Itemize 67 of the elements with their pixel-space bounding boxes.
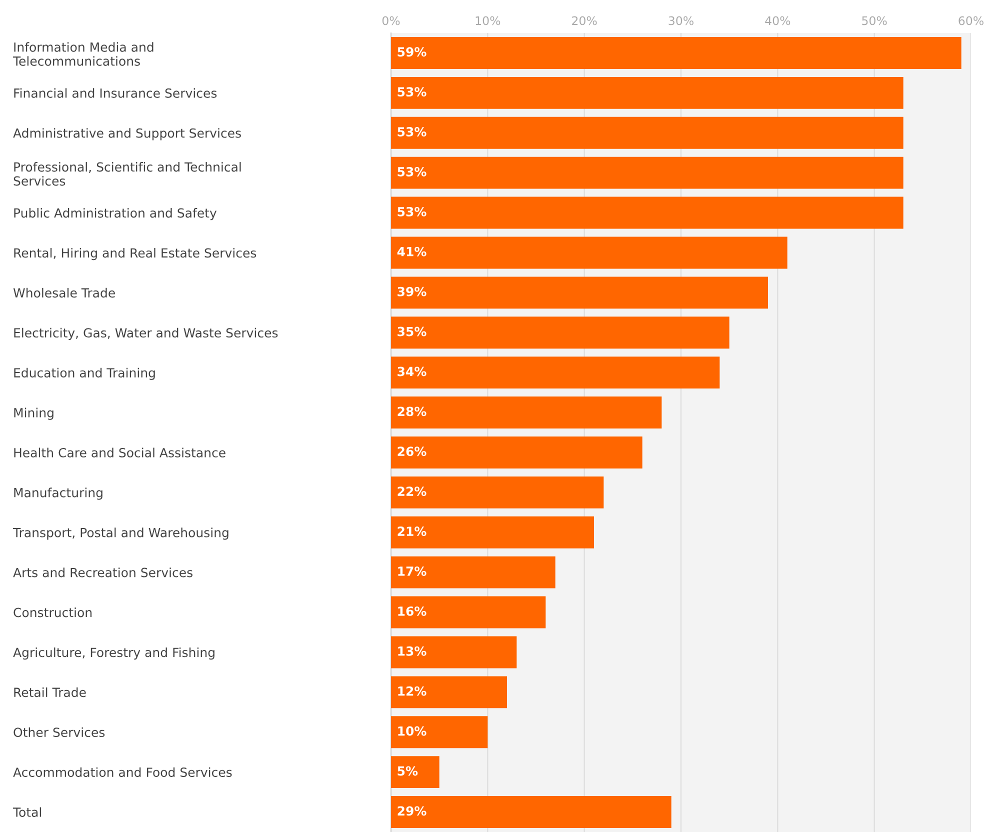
x-tick-label: 40% xyxy=(765,16,790,26)
y-tick-label: Administrative and Support Services xyxy=(13,128,241,140)
x-tick-label: 60% xyxy=(958,16,984,26)
data-label: 21% xyxy=(398,526,426,536)
data-label: 17% xyxy=(398,566,426,576)
data-label: 39% xyxy=(398,286,426,296)
y-tick-label: Other Services xyxy=(14,727,105,738)
bar xyxy=(391,756,440,788)
data-label: 53% xyxy=(398,166,426,176)
y-tick-label: Total xyxy=(12,807,42,817)
bar xyxy=(391,436,642,468)
bar xyxy=(391,196,904,229)
y-tick-label: Electricity, Gas, Water and Waste Services xyxy=(14,328,278,340)
x-tick-label: 0% xyxy=(382,16,400,26)
y-tick-label: Education and Training xyxy=(14,368,155,380)
bar xyxy=(391,316,730,349)
data-label: 22% xyxy=(398,486,426,496)
y-tick-label: Agriculture, Forestry and Fishing xyxy=(13,647,214,660)
data-label: 12% xyxy=(398,686,426,696)
data-label: 34% xyxy=(398,366,426,376)
data-label: 28% xyxy=(398,406,426,416)
bar xyxy=(391,276,768,309)
bar xyxy=(391,36,962,69)
y-tick-label: Transport, Postal and Warehousing xyxy=(12,528,228,540)
y-tick-label: Rental, Hiring and Real Estate Services xyxy=(14,248,256,260)
bar xyxy=(391,676,507,708)
bar xyxy=(391,516,594,548)
data-label: 5% xyxy=(398,766,418,776)
x-tick-label: 10% xyxy=(476,16,500,26)
bar xyxy=(391,716,488,748)
bar xyxy=(391,76,904,109)
bar xyxy=(391,116,904,149)
x-tick-label: 20% xyxy=(572,16,597,26)
data-label: 16% xyxy=(398,606,426,616)
x-tick-label: 50% xyxy=(862,16,887,26)
y-tick-label: Information Media and Telecommunications xyxy=(12,42,154,66)
y-tick-label: Retail Trade xyxy=(14,687,86,698)
y-tick-label: Manufacturing xyxy=(14,488,102,500)
bar xyxy=(391,356,720,389)
data-label: 13% xyxy=(398,646,426,656)
x-tick-label: 30% xyxy=(668,16,694,26)
data-label: 35% xyxy=(398,326,426,336)
bar xyxy=(391,636,517,668)
bar xyxy=(391,796,672,828)
bar xyxy=(391,156,904,189)
bar xyxy=(391,396,662,429)
y-tick-label: Mining xyxy=(14,408,54,420)
data-label: 53% xyxy=(398,87,426,97)
data-label: 53% xyxy=(398,206,426,216)
bar xyxy=(391,556,556,588)
y-tick-label: Wholesale Trade xyxy=(13,288,115,298)
y-tick-label: Arts and Recreation Services xyxy=(13,568,192,578)
data-label: 29% xyxy=(398,806,426,816)
y-tick-label: Health Care and Social Assistance xyxy=(14,448,226,458)
bar xyxy=(391,596,546,628)
y-tick-label: Professional, Scientific and Technical Services xyxy=(14,162,241,186)
data-label: 59% xyxy=(398,47,426,57)
bar xyxy=(391,236,788,269)
data-label: 26% xyxy=(398,446,426,456)
data-label: 41% xyxy=(397,246,426,256)
y-tick-label: Financial and Insurance Services xyxy=(14,88,217,98)
data-label: 53% xyxy=(398,127,426,136)
y-tick-label: Accommodation and Food Services xyxy=(13,767,232,777)
y-tick-label: Public Administration and Safety xyxy=(14,208,217,220)
y-tick-label: Construction xyxy=(14,608,92,618)
data-label: 10% xyxy=(398,726,426,736)
bar xyxy=(391,476,604,508)
